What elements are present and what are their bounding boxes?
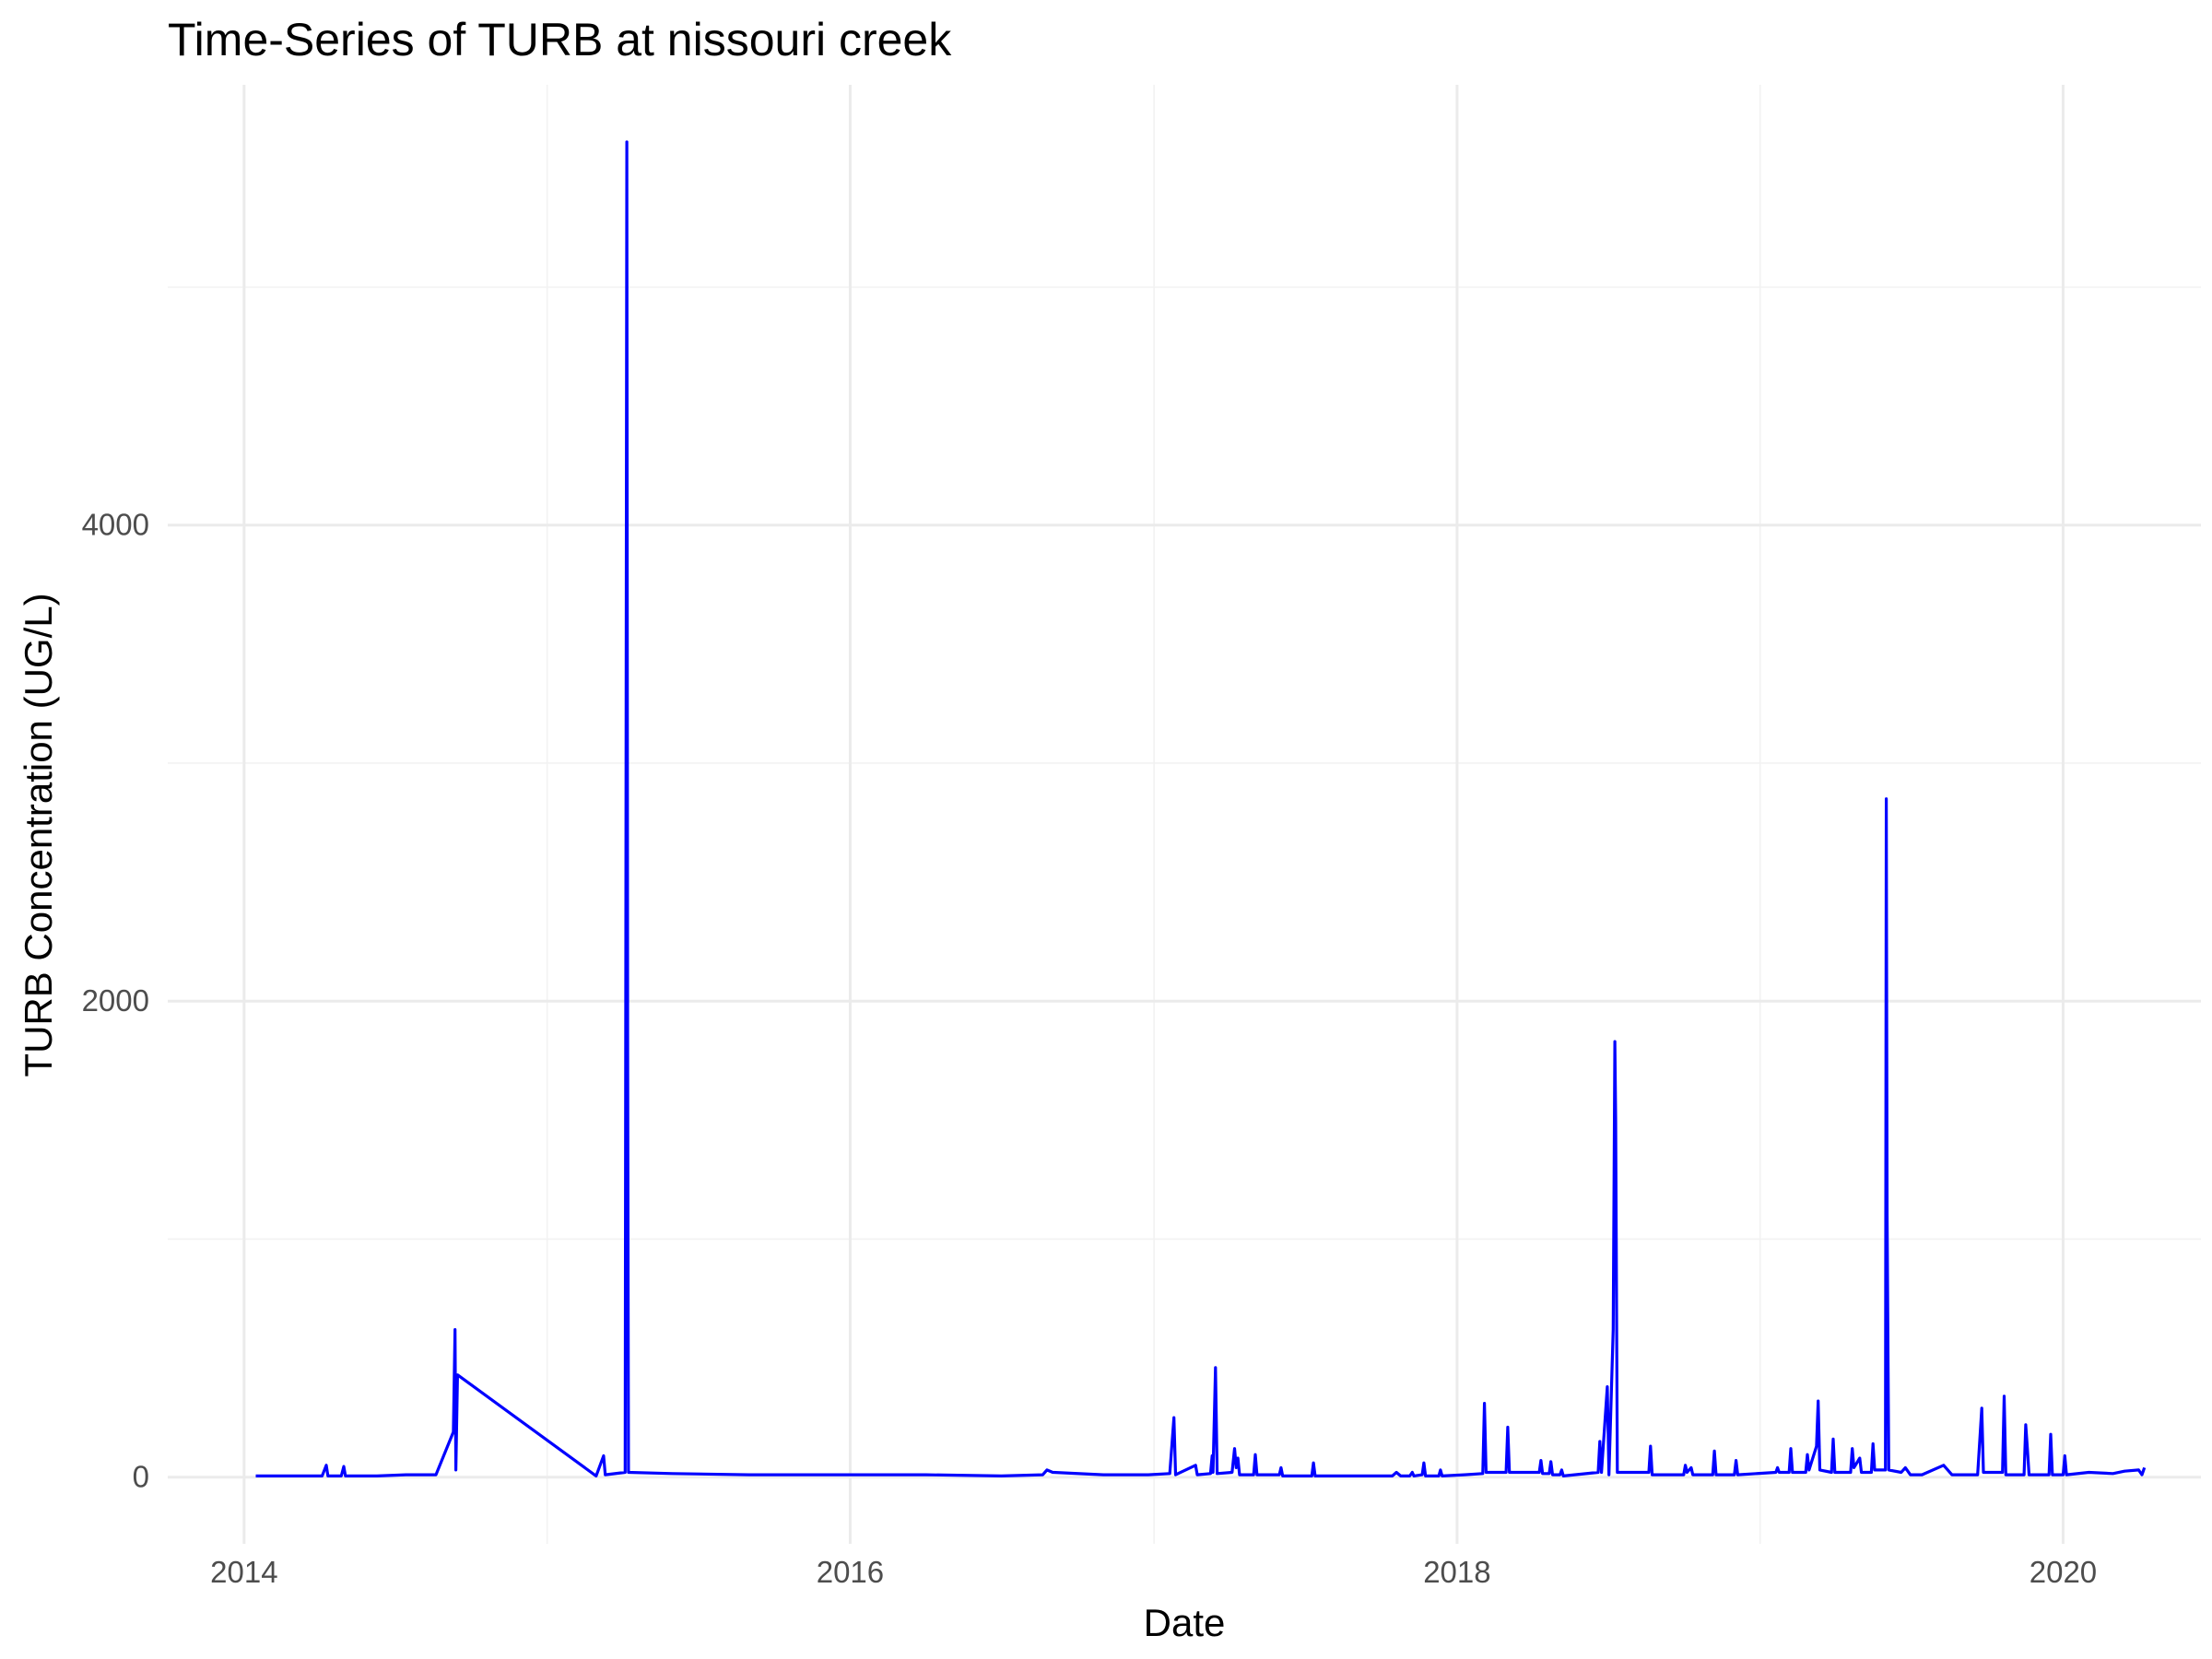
series-layer: [255, 140, 2147, 1478]
x-tick-label: 2020: [2030, 1555, 2097, 1589]
x-tick-label: 2014: [210, 1555, 277, 1589]
chart-title: Time-Series of TURB at nissouri creek: [168, 14, 952, 65]
x-axis-label: Date: [1144, 1601, 1226, 1644]
x-tick-label: 2018: [1423, 1555, 1490, 1589]
grid-layer: [168, 85, 2201, 1544]
y-tick-label: 4000: [82, 508, 149, 542]
tick-layer: 2014 2016 2018 2020 0 2000 4000: [82, 508, 2098, 1589]
series-line: [255, 140, 2147, 1478]
y-tick-label: 0: [133, 1460, 149, 1494]
y-axis-label: TURB Concentration (UG/L): [17, 593, 60, 1077]
x-tick-label: 2016: [817, 1555, 884, 1589]
y-tick-label: 2000: [82, 983, 149, 1018]
